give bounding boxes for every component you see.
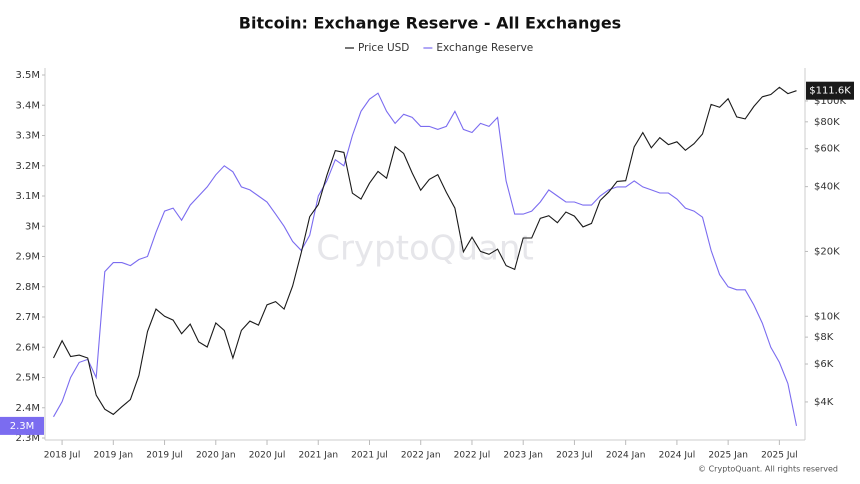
series-line (53, 86, 797, 416)
last-value-box (0, 416, 44, 435)
y2-tick-label: $20K (814, 246, 840, 257)
chart-title: Bitcoin: Exchange Reserve - All Exchange… (239, 14, 621, 33)
last-value-label: $111.6K (806, 81, 854, 100)
legend-label: Price USD (358, 42, 409, 54)
x-tick-label: 2021 Jul (351, 451, 388, 461)
y2-tick-label: $4K (814, 397, 834, 408)
x-tick-label: 2023 Jul (556, 451, 593, 461)
y-tick-label: 3M (25, 221, 40, 232)
x-tick-label: 2022 Jul (454, 451, 491, 461)
watermark: CryptoQuant (316, 229, 534, 269)
y-tick-label: 2.8M (15, 282, 40, 293)
x-tick-label: 2018 Jul (44, 451, 81, 461)
x-tick-label: 2020 Jan (196, 451, 236, 461)
y2-tick-label: $60K (814, 144, 840, 155)
y-tick-label: 2.5M (15, 373, 40, 384)
last-value-label: 2.3M (0, 416, 44, 435)
y-tick-label: 3.5M (15, 70, 40, 81)
x-tick-label: 2022 Jan (401, 451, 441, 461)
y-tick-label: 3.3M (15, 131, 40, 142)
y2-tick-label: $10K (814, 311, 840, 322)
last-value-text: $111.6K (809, 86, 851, 97)
y2-tick-label: $8K (814, 332, 834, 343)
y2-tick-label: $6K (814, 359, 834, 370)
series-line (53, 92, 798, 427)
footer: © CryptoQuant. All rights reserved (698, 465, 838, 474)
y-tick-label: 3.1M (15, 191, 40, 202)
y2-tick-label: $100K (814, 96, 846, 107)
legend-label: Exchange Reserve (436, 42, 533, 54)
x-tick-label: 2020 Jul (249, 451, 286, 461)
y2-tick-label: $40K (814, 182, 840, 193)
x-tick-label: 2024 Jul (659, 451, 696, 461)
y-tick-label: 3.2M (15, 161, 40, 172)
x-tick-label: 2023 Jan (503, 451, 543, 461)
y-tick-label: 2.7M (15, 312, 40, 323)
last-value-text: 2.3M (10, 421, 35, 432)
x-tick-label: 2025 Jul (761, 451, 798, 461)
y-tick-label: 3.4M (15, 100, 40, 111)
y-tick-label: 2.9M (15, 252, 40, 263)
y-tick-label: 2.4M (15, 403, 40, 414)
x-tick-label: 2019 Jan (93, 451, 133, 461)
y-tick-label: 2.6M (15, 342, 40, 353)
x-tick-label: 2019 Jul (146, 451, 183, 461)
x-tick-label: 2025 Jan (708, 451, 748, 461)
x-tick-label: 2024 Jan (606, 451, 646, 461)
y2-tick-label: $80K (814, 117, 840, 128)
last-value-box (806, 81, 854, 100)
y-tick-label: 2.3M (15, 433, 40, 444)
x-tick-label: 2021 Jan (298, 451, 338, 461)
